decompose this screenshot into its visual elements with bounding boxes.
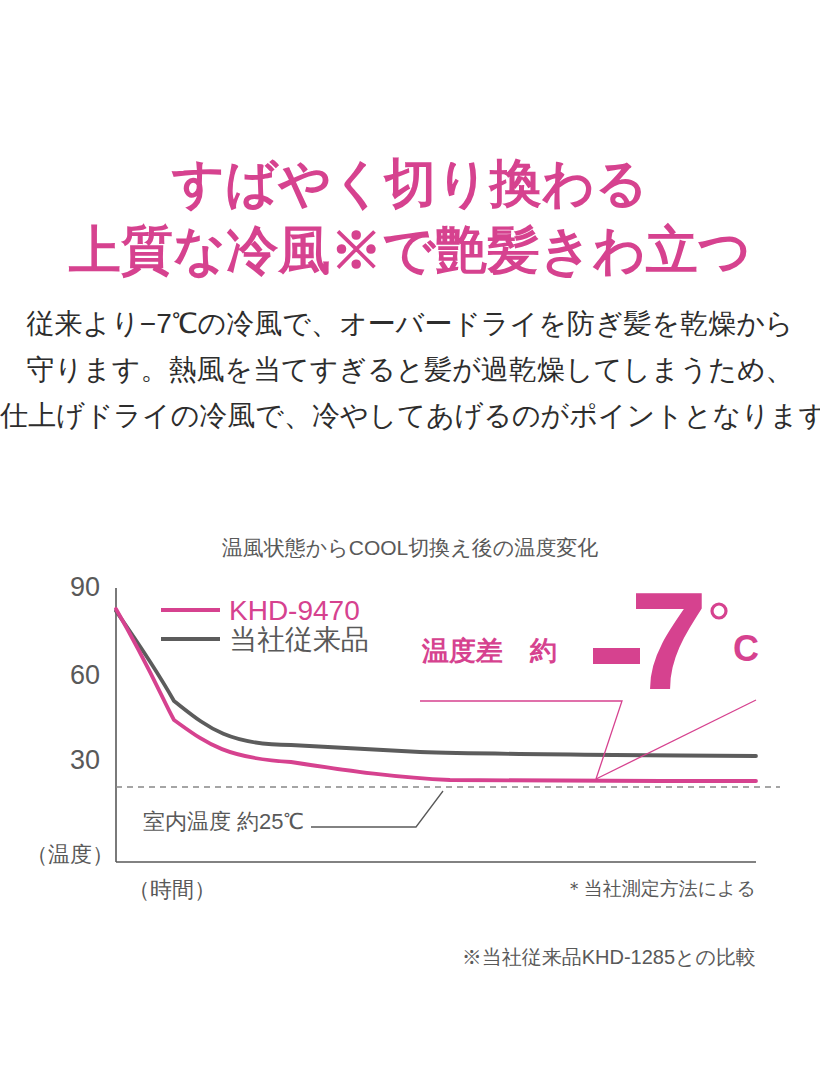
svg-text:＊当社測定方法による: ＊当社測定方法による: [565, 878, 756, 899]
svg-text:30: 30: [70, 745, 100, 775]
svg-text:C: C: [733, 628, 759, 669]
svg-text:90: 90: [70, 572, 100, 602]
svg-text:当社従来品: 当社従来品: [229, 624, 369, 655]
svg-text:7: 7: [630, 562, 708, 719]
svg-text:※当社従来品KHD-1285との比較: ※当社従来品KHD-1285との比較: [462, 946, 756, 968]
svg-text:KHD-9470: KHD-9470: [229, 595, 360, 626]
svg-text:（温度）: （温度）: [26, 842, 114, 867]
svg-text:室内温度 約25℃: 室内温度 約25℃: [143, 809, 304, 834]
svg-text:温度差 約: 温度差 約: [421, 636, 557, 666]
svg-text:60: 60: [70, 660, 100, 690]
svg-text:（時間）: （時間）: [128, 877, 216, 902]
